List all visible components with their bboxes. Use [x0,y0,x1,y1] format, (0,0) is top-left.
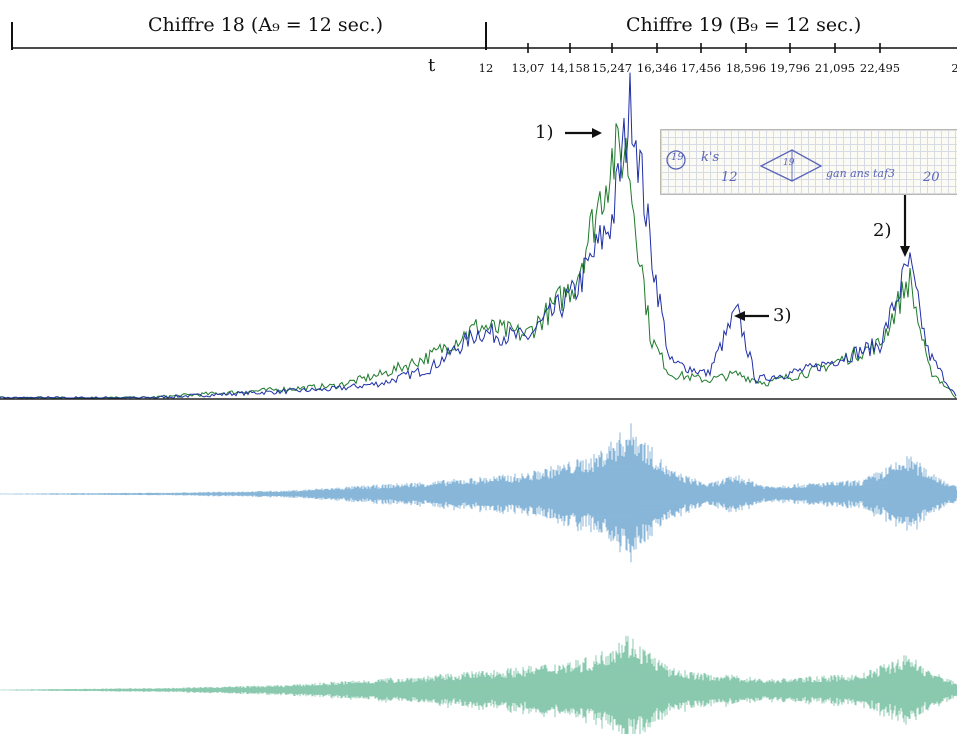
time-tick-label: 15,247 [591,61,633,75]
annotation-1: 1) [535,122,554,143]
annotation-2: 2) [873,220,892,241]
time-tick-label: 14,158 [549,61,591,75]
note-drawing [666,149,823,182]
time-tick-label: 12 [478,61,494,75]
time-tick-marks [527,43,881,53]
time-tick-label: 17,456 [680,61,722,75]
note-text-b: 12 [721,170,738,185]
time-tick-label: 2 [951,61,957,75]
note-text-d: 20 [923,170,940,185]
note-circle-text: 19 [671,152,684,163]
note-circle [666,150,686,170]
note-diamond-text: 19 [783,158,795,168]
note-text-c: gan ans taf3 [826,167,896,180]
waveform-green [0,635,957,734]
time-tick-label: 18,596 [725,61,767,75]
arrow-2-head [900,246,910,257]
annotation-arrows [565,128,910,321]
section-a-label: Chiffre 18 (A₉ = 12 sec.) [148,14,383,36]
graph-paper-grid [661,130,957,194]
spectral-line-chart [0,72,957,400]
handwritten-note-image: 19 k's 12 19 gan ans taf3 20 [660,129,957,195]
time-tick-label: 16,346 [636,61,678,75]
series-blue-line [0,72,957,399]
time-axis-label: t [428,55,436,76]
section-b-label: Chiffre 19 (B₉ = 12 sec.) [626,14,862,36]
time-tick-label: 13,07 [511,61,545,75]
time-tick-label: 19,796 [769,61,811,75]
time-tick-label: 21,095 [814,61,856,75]
waveform-blue [0,423,957,563]
note-diamond [759,149,823,182]
note-text-a: k's [701,150,720,165]
annotation-3: 3) [773,305,792,326]
time-tick-label: 22,495 [859,61,901,75]
arrow-3-head [734,311,745,321]
arrow-1-head [592,128,602,138]
